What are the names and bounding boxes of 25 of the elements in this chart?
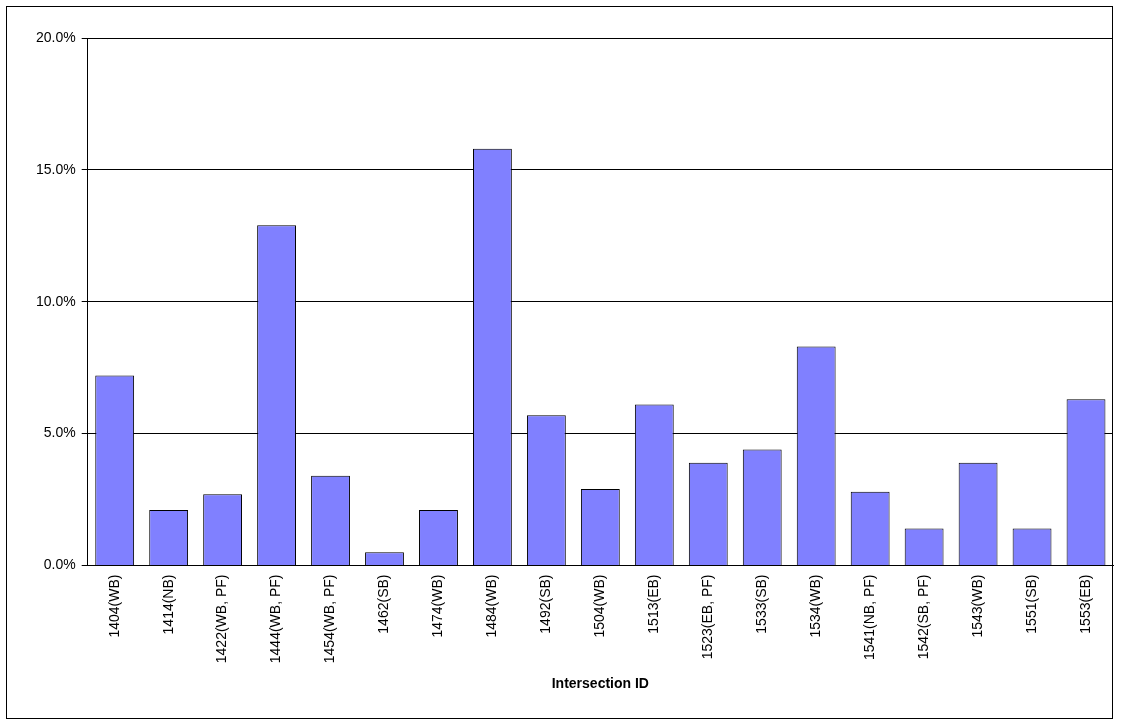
x-tick-label: 1504(WB) [591,574,608,638]
x-tick-label: 1533(SB) [753,574,770,634]
x-tick-label: 1444(WB, PF) [267,574,284,664]
x-tick-label: 1462(SB) [375,574,392,634]
x-tick-label: 1541(NB, PF) [861,574,878,661]
x-tick-label: 1484(WB) [483,574,500,638]
y-tick-label: 0.0% [43,556,76,573]
y-tick-label: 5.0% [43,424,76,441]
y-tick-label: 10.0% [35,292,76,309]
x-tick-label: 1492(SB) [537,574,554,634]
x-tick-label: 1542(SB, PF) [914,574,931,660]
x-tick-label: 1523(EB, PF) [699,574,716,660]
x-tick-label: 1422(WB, PF) [213,574,230,664]
x-tick-label: 1414(NB) [159,574,176,635]
x-tick-label: 1534(WB) [807,574,824,638]
x-axis-title: Intersection ID [551,675,649,692]
y-tick-label: 20.0% [35,28,76,45]
x-tick-label: 1553(EB) [1076,574,1093,634]
x-tick-label: 1474(WB) [429,574,446,638]
x-tick-label: 1551(SB) [1022,574,1039,634]
x-tick-label: 1513(EB) [645,574,662,634]
x-tick-label: 1404(WB) [105,574,122,638]
x-tick-label: 1454(WB, PF) [321,574,338,664]
y-tick-label: 15.0% [35,160,76,177]
x-tick-label: 1543(WB) [968,574,985,638]
